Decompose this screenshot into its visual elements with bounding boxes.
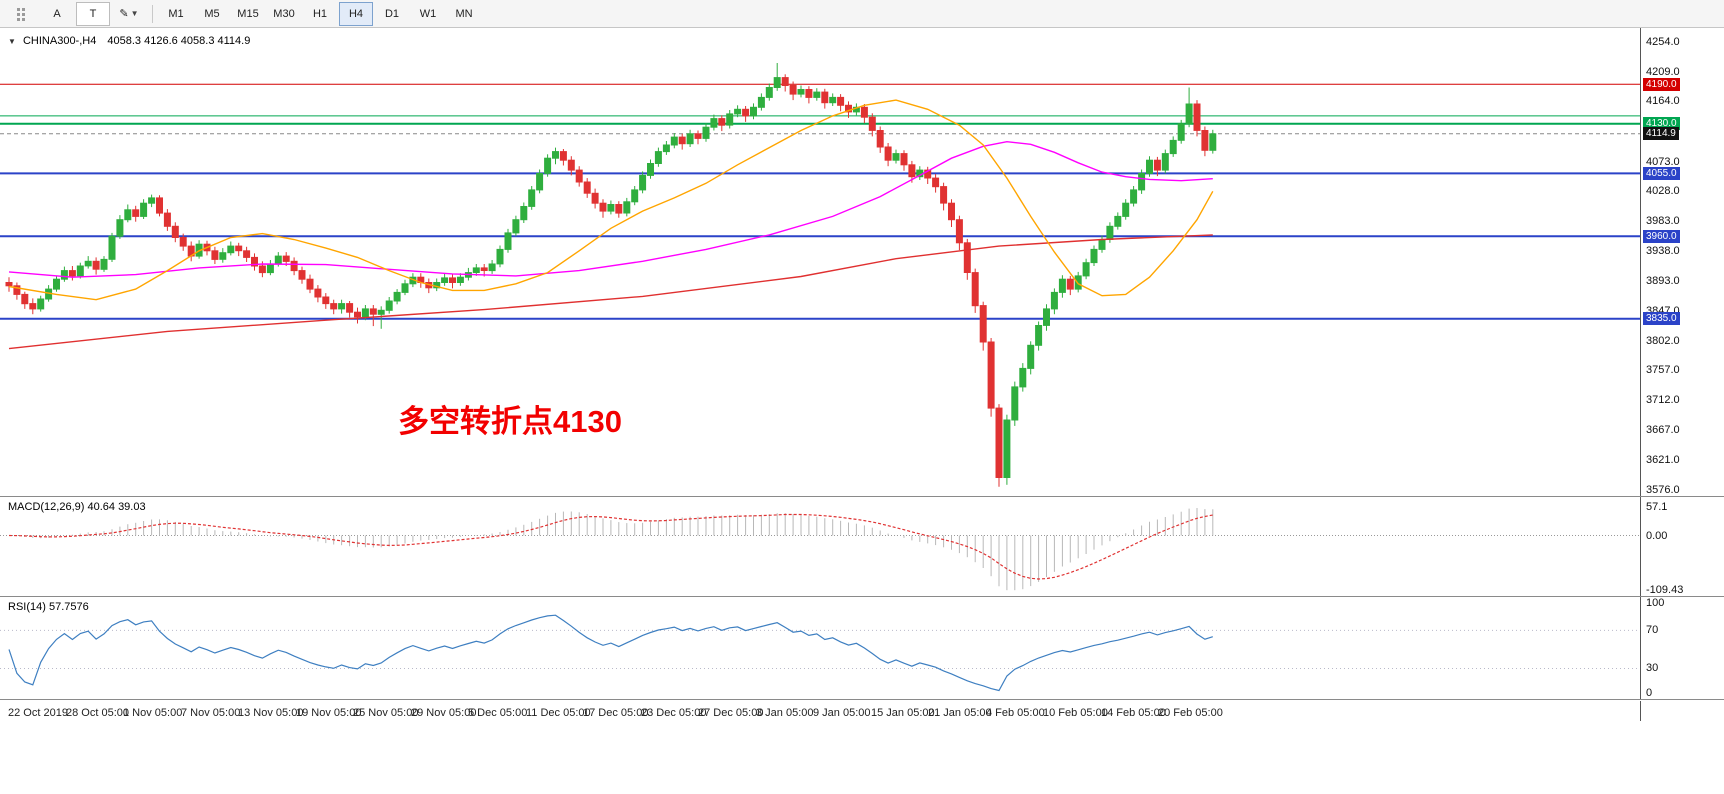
timeframe-button-m15[interactable]: M15 bbox=[237, 7, 259, 20]
grid-dots-icon bbox=[17, 7, 25, 21]
toolbar-drag-handle-icon[interactable] bbox=[4, 2, 38, 26]
time-tick-label: 1 Nov 05:00 bbox=[123, 707, 183, 719]
time-tick-label: 25 Nov 05:00 bbox=[353, 707, 419, 719]
time-tick-label: 27 Dec 05:00 bbox=[698, 707, 764, 719]
price-level-chip: 4130.0 bbox=[1643, 117, 1680, 130]
price-tick-label: 3983.0 bbox=[1646, 215, 1680, 227]
macd-signal-line bbox=[8, 513, 1213, 580]
price-tick-label: 4028.0 bbox=[1646, 185, 1680, 197]
price-chart-panel[interactable]: ▼ CHINA300-,H4 4058.3 4126.6 4058.3 4114… bbox=[0, 28, 1724, 497]
price-level-chip: 3960.0 bbox=[1643, 230, 1680, 243]
chevron-down-icon: ▼ bbox=[130, 9, 139, 18]
macd-tick-label: 0.00 bbox=[1646, 530, 1668, 542]
symbol-dropdown-icon[interactable]: ▼ bbox=[8, 37, 16, 46]
pencil-icon: ✎ bbox=[119, 8, 129, 20]
time-tick-label: 10 Feb 05:00 bbox=[1043, 707, 1108, 719]
time-tick-label: 20 Feb 05:00 bbox=[1158, 707, 1223, 719]
time-tick-label: 5 Dec 05:00 bbox=[468, 707, 528, 719]
cursor-tool-button[interactable]: A bbox=[53, 7, 61, 20]
rsi-tick-label: 100 bbox=[1646, 597, 1665, 609]
time-tick-label: 14 Feb 05:00 bbox=[1101, 707, 1166, 719]
price-tick-label: 4209.0 bbox=[1646, 66, 1680, 78]
time-tick-label: 29 Nov 05:00 bbox=[411, 707, 477, 719]
time-tick-label: 22 Oct 2019 bbox=[8, 707, 68, 719]
macd-panel[interactable]: MACD(12,26,9) 40.64 39.03 57.1 0.00 -109.4… bbox=[0, 497, 1724, 597]
chart-title: ▼ CHINA300-,H4 4058.3 4126.6 4058.3 4114… bbox=[8, 35, 250, 47]
price-tick-label: 3938.0 bbox=[1646, 245, 1680, 257]
price-level-chip: 4190.0 bbox=[1643, 78, 1680, 91]
price-tick-label: 3802.0 bbox=[1646, 335, 1680, 347]
price-tick-label: 3621.0 bbox=[1646, 454, 1680, 466]
time-tick-label: 15 Jan 05:00 bbox=[871, 707, 935, 719]
macd-tick-label: -109.43 bbox=[1646, 584, 1684, 596]
rsi-panel[interactable]: RSI(14) 57.7576 100 70 30 0 bbox=[0, 597, 1724, 700]
price-tick-label: 3576.0 bbox=[1646, 484, 1680, 496]
rsi-tick-label: 0 bbox=[1646, 687, 1653, 699]
rsi-value: 57.7576 bbox=[48, 601, 89, 613]
time-tick-label: 11 Dec 05:00 bbox=[526, 707, 591, 719]
draw-tools-button[interactable]: ✎ ▼ bbox=[112, 2, 146, 26]
price-level-chip: 4114.9 bbox=[1643, 127, 1679, 140]
timeframe-button-group: M1 M5 M15 M30 H1 H4 D1 W1 MN bbox=[158, 1, 482, 26]
text-tool-button[interactable]: T bbox=[76, 1, 110, 26]
rsi-tick-label: 70 bbox=[1646, 624, 1659, 636]
price-tick-label: 3893.0 bbox=[1646, 275, 1680, 287]
macd-tick-label: 57.1 bbox=[1646, 501, 1668, 513]
chart-annotation-text[interactable]: 多空转折点4130 bbox=[398, 404, 622, 439]
candle-bodies bbox=[5, 77, 1217, 479]
rsi-label: RSI(14) 57.7576 bbox=[8, 601, 89, 613]
macd-values: 40.64 39.03 bbox=[87, 501, 146, 513]
price-tick-label: 3667.0 bbox=[1646, 424, 1680, 436]
timeframe-button-mn[interactable]: MN bbox=[455, 7, 473, 20]
candlestick-chart[interactable] bbox=[0, 28, 1640, 496]
time-tick-label: 7 Nov 05:00 bbox=[181, 707, 241, 719]
timeframe-button-m1[interactable]: M1 bbox=[168, 7, 184, 20]
macd-axis: 57.1 0.00 -109.43 bbox=[1640, 497, 1724, 596]
rsi-tick-label: 30 bbox=[1646, 662, 1659, 674]
time-tick-label: 19 Nov 05:00 bbox=[296, 707, 362, 719]
price-tick-label: 3712.0 bbox=[1646, 394, 1680, 406]
time-tick-label: 21 Jan 05:00 bbox=[928, 707, 992, 719]
ma-orange bbox=[8, 99, 1214, 301]
price-tick-label: 4254.0 bbox=[1646, 36, 1680, 48]
price-tick-label: 4164.0 bbox=[1646, 95, 1680, 107]
rsi-axis: 100 70 30 0 bbox=[1640, 597, 1724, 699]
time-tick-label: 23 Dec 05:00 bbox=[641, 707, 707, 719]
timeframe-button-m30[interactable]: M30 bbox=[273, 7, 295, 20]
timeframe-button-h4[interactable]: H4 bbox=[339, 1, 373, 26]
ma-magenta bbox=[8, 140, 1213, 278]
price-level-chip: 4055.0 bbox=[1643, 167, 1680, 180]
macd-label: MACD(12,26,9) 40.64 39.03 bbox=[8, 501, 146, 513]
axis-corner bbox=[1640, 701, 1724, 721]
time-tick-label: 28 Oct 05:00 bbox=[66, 707, 129, 719]
symbol-timeframe-label: CHINA300-,H4 bbox=[22, 35, 97, 47]
macd-plot[interactable] bbox=[0, 497, 1640, 596]
time-tick-label: 17 Dec 05:00 bbox=[583, 707, 649, 719]
time-tick-label: 13 Nov 05:00 bbox=[238, 707, 304, 719]
rsi-line bbox=[8, 614, 1213, 692]
ma-red bbox=[8, 234, 1213, 350]
toolbar: A T ✎ ▼ M1 M5 M15 M30 H1 H4 D1 W1 MN bbox=[0, 0, 1724, 28]
macd-histogram bbox=[16, 508, 1214, 591]
timeframe-button-h1[interactable]: H1 bbox=[312, 7, 328, 20]
time-axis[interactable]: 22 Oct 2019 28 Oct 05:00 1 Nov 05:00 7 Nov … bbox=[0, 701, 1724, 794]
time-tick-label: 9 Jan 05:00 bbox=[813, 707, 871, 719]
timeframe-button-m5[interactable]: M5 bbox=[204, 7, 220, 20]
price-tick-label: 4073.0 bbox=[1646, 156, 1680, 168]
timeframe-button-d1[interactable]: D1 bbox=[384, 7, 400, 20]
rsi-plot[interactable] bbox=[0, 597, 1640, 699]
time-tick-label: 3 Jan 05:00 bbox=[756, 707, 814, 719]
toolbar-separator bbox=[152, 4, 153, 23]
price-axis[interactable]: 4254.0 4209.0 4164.0 4073.0 4028.0 3983.0 3938… bbox=[1640, 28, 1724, 496]
price-tick-label: 3757.0 bbox=[1646, 364, 1680, 376]
ohlc-values: 4058.3 4126.6 4058.3 4114.9 bbox=[107, 35, 251, 47]
time-tick-label: 4 Feb 05:00 bbox=[986, 707, 1045, 719]
price-level-chip: 3835.0 bbox=[1643, 312, 1680, 325]
timeframe-button-w1[interactable]: W1 bbox=[419, 7, 437, 20]
